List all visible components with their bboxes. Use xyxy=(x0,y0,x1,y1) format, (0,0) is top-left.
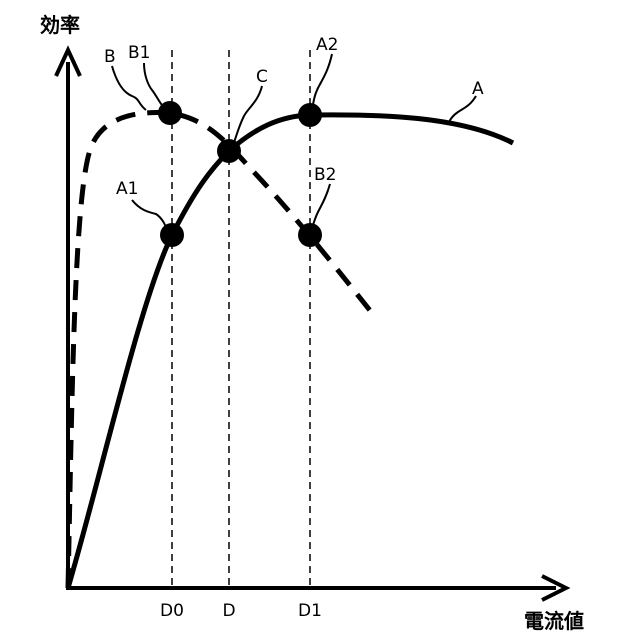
point-a2 xyxy=(298,103,322,127)
point-a1-label: A1 xyxy=(116,179,138,199)
point-a1 xyxy=(160,223,184,247)
x-axis-label: 電流値 xyxy=(524,609,584,633)
point-b1-label: B1 xyxy=(128,43,150,63)
point-b2 xyxy=(298,223,322,247)
point-c xyxy=(217,139,241,163)
y-axis-label: 効率 xyxy=(40,13,80,37)
leader-b2 xyxy=(311,184,330,232)
leader-lines xyxy=(112,54,476,232)
leader-a2 xyxy=(312,54,332,112)
point-c-label: C xyxy=(256,67,268,87)
series-a-label: A xyxy=(472,79,484,99)
leader-a1 xyxy=(132,200,168,232)
leader-b1 xyxy=(144,63,166,110)
point-b2-label: B2 xyxy=(314,165,336,185)
x-tick-d1: D1 xyxy=(298,601,322,621)
x-tick-d0: D0 xyxy=(160,601,184,621)
leader-a xyxy=(448,96,476,124)
series-b-label: B xyxy=(104,47,116,67)
x-tick-d: D xyxy=(222,601,235,621)
leader-b xyxy=(112,66,146,110)
point-a2-label: A2 xyxy=(316,35,338,55)
reference-lines xyxy=(172,50,310,588)
